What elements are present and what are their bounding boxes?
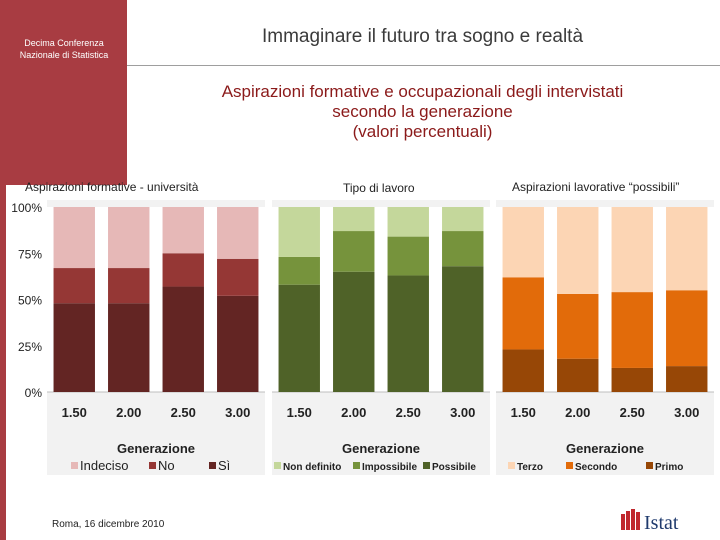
bar-segment-non-definito (333, 207, 375, 232)
legend-label: No (158, 458, 175, 473)
bar-segment-non-definito (442, 207, 484, 232)
x-tick-label: 1.50 (511, 405, 536, 420)
bar-segment-primo (611, 367, 653, 392)
legend-label: Indeciso (80, 458, 128, 473)
legend-swatch (566, 462, 573, 469)
bar-segment-possibile (333, 271, 375, 392)
bar-segment-sì (53, 303, 95, 392)
istat-logo-bar (626, 511, 630, 530)
y-tick-label: 50% (18, 294, 42, 308)
legend-swatch (274, 462, 281, 469)
bar-segment-no (217, 258, 259, 296)
bar-segment-possibile (442, 266, 484, 392)
x-tick-label: 3.00 (225, 405, 250, 420)
main-title-line: Aspirazioni formative e occupazionali de… (221, 82, 624, 101)
x-tick-label: 2.50 (620, 405, 645, 420)
footer-date: Roma, 16 dicembre 2010 (52, 519, 165, 530)
bar-segment-indeciso (217, 207, 259, 259)
istat-logo: Istat (621, 509, 679, 530)
bar-segment-impossibile (278, 256, 320, 285)
istat-logo-bar (631, 509, 635, 530)
bar-segment-terzo (502, 207, 544, 278)
conference-label: Decima Conferenza Nazionale di Statistic… (4, 37, 124, 61)
legend-label: Impossibile (362, 462, 417, 473)
bar-segment-primo (666, 366, 708, 392)
istat-logo-bar (621, 514, 625, 530)
x-axis-title: Generazione (342, 441, 420, 456)
x-tick-label: 2.00 (565, 405, 590, 420)
bar-segment-no (162, 253, 204, 287)
header-title: Immaginare il futuro tra sogno e realtà (261, 26, 584, 47)
legend-swatch (353, 462, 360, 469)
legend-swatch (646, 462, 653, 469)
bar-segment-primo (557, 358, 599, 392)
legend-swatch (149, 462, 156, 469)
bar-segment-secondo (502, 277, 544, 350)
bar-segment-possibile (387, 275, 429, 392)
bar-segment-secondo (611, 292, 653, 368)
bar-segment-indeciso (53, 207, 95, 269)
y-tick-label: 0% (25, 386, 43, 400)
panel-title-university: Aspirazioni formative - università (25, 180, 199, 194)
bar-segment-terzo (611, 207, 653, 293)
legend-label: Non definito (283, 462, 341, 473)
bar-segment-terzo (666, 207, 708, 291)
x-tick-label: 1.50 (62, 405, 87, 420)
bar-segment-secondo (557, 293, 599, 359)
bar-segment-sì (162, 286, 204, 392)
conference-label-line: Nazionale di Statistica (19, 50, 109, 60)
x-tick-label: 2.50 (396, 405, 421, 420)
bar-segment-indeciso (108, 207, 150, 269)
x-tick-label: 3.00 (674, 405, 699, 420)
bar-segment-no (53, 268, 95, 304)
y-tick-label: 100% (11, 201, 42, 215)
x-tick-label: 2.50 (171, 405, 196, 420)
legend-label: Sì (218, 458, 230, 473)
legend-label: Possibile (432, 462, 476, 473)
sidebar-banner (0, 0, 127, 185)
legend-swatch (71, 462, 78, 469)
x-axis-title: Generazione (117, 441, 195, 456)
main-title: Aspirazioni formative e occupazionali de… (140, 82, 705, 142)
bar-segment-secondo (666, 290, 708, 367)
main-title-line: (valori percentuali) (352, 122, 493, 141)
y-tick-label: 75% (18, 247, 42, 261)
conference-label-line: Decima Conferenza (24, 38, 104, 48)
bar-segment-non-definito (387, 207, 429, 237)
legend-label: Secondo (575, 462, 617, 473)
bar-segment-primo (502, 349, 544, 392)
bar-segment-impossibile (387, 236, 429, 276)
legend-swatch (423, 462, 430, 469)
legend-swatch (209, 462, 216, 469)
header-divider (127, 65, 720, 66)
legend-label: Primo (655, 462, 683, 473)
bar-segment-no (108, 268, 150, 304)
panel-title-job-type: Tipo di lavoro (343, 181, 415, 195)
bar-segment-terzo (557, 207, 599, 294)
legend-label: Terzo (517, 462, 543, 473)
main-title-line: secondo la generazione (332, 102, 513, 121)
y-tick-label: 25% (18, 340, 42, 354)
bar-segment-sì (108, 303, 150, 392)
bar-segment-indeciso (162, 207, 204, 254)
legend-swatch (508, 462, 515, 469)
x-tick-label: 1.50 (287, 405, 312, 420)
bar-segment-impossibile (333, 231, 375, 272)
bar-segment-sì (217, 295, 259, 392)
panel-title-possible-jobs: Aspirazioni lavorative “possibili” (512, 180, 680, 194)
bar-segment-non-definito (278, 207, 320, 257)
istat-logo-bar (636, 512, 640, 530)
x-tick-label: 3.00 (450, 405, 475, 420)
x-tick-label: 2.00 (341, 405, 366, 420)
bar-segment-possibile (278, 284, 320, 392)
x-axis-title: Generazione (566, 441, 644, 456)
istat-logo-text: Istat (644, 512, 679, 530)
bar-segment-impossibile (442, 231, 484, 267)
x-tick-label: 2.00 (116, 405, 141, 420)
